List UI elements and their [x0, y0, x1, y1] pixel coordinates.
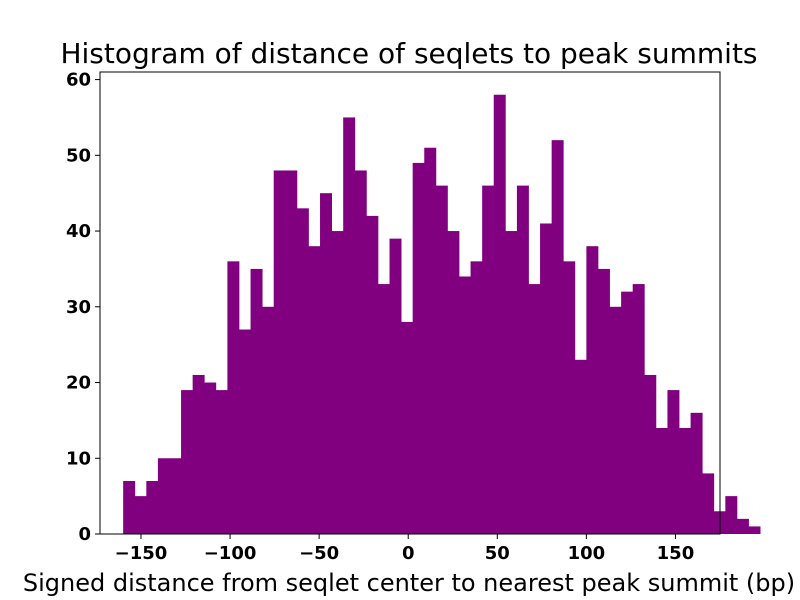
- histogram-bar: [748, 526, 761, 534]
- histogram-bar: [192, 374, 205, 534]
- histogram-bar: [238, 329, 251, 534]
- histogram-bar: [227, 261, 240, 534]
- y-tick-label: 40: [66, 221, 91, 242]
- histogram-bar: [655, 427, 668, 534]
- histogram-bar: [540, 223, 553, 535]
- histogram-bar: [574, 359, 587, 534]
- histogram-bar: [609, 306, 622, 534]
- histogram-bar: [551, 140, 564, 534]
- histogram-bar: [273, 170, 286, 534]
- histogram-bar: [435, 185, 448, 535]
- histogram-bar: [366, 215, 379, 534]
- histogram-bar: [157, 458, 170, 534]
- y-tick-label: 50: [66, 145, 91, 166]
- y-axis-ticks: 0 10 20 30 40 50 60: [66, 70, 100, 545]
- y-tick-label: 0: [78, 524, 91, 545]
- histogram-bar: [377, 284, 390, 534]
- histogram-bar: [343, 117, 356, 534]
- histogram-bar: [123, 480, 136, 534]
- histogram-bar: [204, 382, 217, 534]
- x-tick-label: −50: [299, 543, 339, 564]
- histogram-bar: [169, 458, 182, 534]
- y-tick-label: 60: [66, 70, 91, 91]
- chart-title: Histogram of distance of seqlets to peak…: [60, 37, 757, 70]
- x-tick-label: 50: [485, 543, 510, 564]
- histogram-bar: [667, 390, 680, 534]
- x-tick-label: −150: [115, 543, 168, 564]
- histogram-bar: [702, 473, 715, 534]
- histogram-bar: [505, 231, 518, 535]
- histogram-bar: [250, 268, 263, 534]
- histogram-bar: [621, 291, 634, 534]
- histogram-bar: [331, 231, 344, 535]
- bars-group: [123, 94, 761, 535]
- histogram-bar: [215, 390, 228, 534]
- histogram-bar: [597, 268, 610, 534]
- histogram-bar: [644, 374, 657, 534]
- histogram-bar: [412, 162, 425, 534]
- histogram-bar: [320, 193, 333, 534]
- histogram-bar: [736, 518, 749, 534]
- histogram-bar: [134, 496, 147, 534]
- x-axis-label: Signed distance from seqlet center to ne…: [23, 569, 795, 597]
- histogram-bar: [146, 480, 159, 534]
- histogram-bar: [308, 246, 321, 534]
- x-tick-label: 150: [657, 543, 695, 564]
- histogram-bar: [470, 261, 483, 534]
- histogram-bar: [528, 284, 541, 534]
- histogram-bar: [725, 496, 738, 534]
- histogram-bar: [632, 284, 645, 534]
- histogram-bar: [516, 185, 529, 535]
- histogram-bar: [563, 261, 576, 534]
- plot-frame: [99, 71, 721, 535]
- histogram-bar: [285, 170, 298, 534]
- x-tick-label: 0: [402, 543, 415, 564]
- histogram-bar: [493, 94, 506, 534]
- histogram-bar: [586, 246, 599, 534]
- histogram-bar: [447, 231, 460, 535]
- histogram-bar: [679, 427, 691, 534]
- x-axis-ticks: −150 −100 −50 0 50 100 150: [115, 534, 695, 564]
- x-tick-label: −100: [204, 543, 257, 564]
- y-tick-label: 10: [66, 448, 91, 469]
- histogram-bar: [458, 276, 471, 534]
- y-tick-label: 30: [66, 297, 91, 318]
- histogram-bar: [690, 412, 703, 534]
- histogram-bar: [424, 147, 437, 535]
- histogram-bar: [482, 185, 495, 535]
- histogram-bar: [296, 208, 309, 534]
- histogram-bar: [262, 306, 275, 534]
- histogram-bar: [389, 238, 402, 534]
- histogram-bar: [401, 321, 414, 534]
- histogram-bar: [181, 390, 194, 534]
- x-tick-label: 100: [568, 543, 606, 564]
- y-tick-label: 20: [66, 373, 91, 394]
- histogram-bar: [354, 170, 367, 534]
